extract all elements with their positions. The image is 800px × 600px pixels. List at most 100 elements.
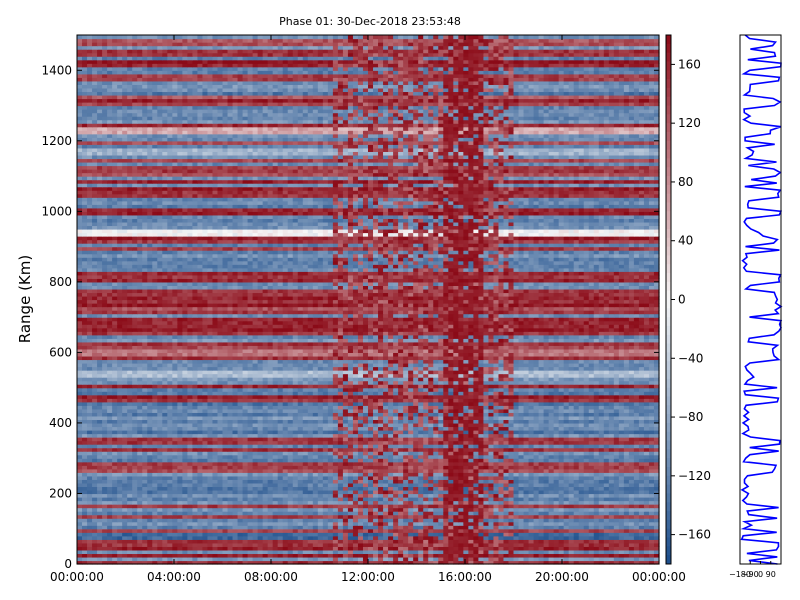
heatmap-cell	[337, 486, 344, 491]
heatmap-cell	[252, 486, 259, 491]
heatmap-cell	[468, 458, 474, 463]
heatmap-cell	[423, 539, 429, 544]
heatmap-cell	[573, 472, 580, 477]
heatmap-cell	[82, 486, 88, 491]
heatmap-cell	[267, 511, 274, 516]
heatmap-cell	[388, 444, 394, 449]
heatmap-cell	[373, 419, 379, 424]
heatmap-cell	[638, 504, 645, 509]
heatmap-cell	[628, 489, 635, 495]
heatmap-cell	[232, 518, 239, 523]
heatmap-cell	[267, 525, 274, 530]
heatmap-cell	[598, 511, 605, 516]
heatmap-cell	[157, 440, 163, 445]
heatmap-cell	[227, 500, 234, 505]
heatmap-cell	[448, 511, 454, 516]
heatmap-cell	[347, 542, 354, 547]
heatmap-cell	[498, 556, 505, 562]
heatmap-cell	[483, 465, 490, 470]
heatmap-cell	[478, 496, 484, 502]
heatmap-cell	[608, 535, 615, 540]
heatmap-cell	[558, 560, 565, 565]
heatmap-cell	[312, 447, 319, 452]
heatmap-cell	[468, 440, 474, 445]
heatmap-cell	[583, 535, 590, 540]
heatmap-cell	[438, 433, 444, 438]
heatmap-cell	[212, 482, 219, 488]
heatmap-cell	[613, 426, 620, 431]
heatmap-cell	[147, 447, 153, 452]
heatmap-cell	[553, 429, 560, 435]
heatmap-cell	[217, 542, 224, 547]
heatmap-cell	[232, 440, 239, 445]
heatmap-cell	[598, 535, 605, 540]
heatmap-cell	[247, 412, 254, 417]
heatmap-cell	[468, 447, 474, 452]
heatmap-cell	[568, 525, 575, 530]
heatmap-cell	[618, 475, 625, 480]
heatmap-cell	[628, 461, 635, 466]
heatmap-cell	[393, 479, 399, 484]
heatmap-cell	[127, 493, 133, 498]
heatmap-cell	[172, 454, 178, 459]
heatmap-cell	[458, 451, 464, 456]
heatmap-cell	[373, 556, 379, 562]
heatmap-cell	[648, 532, 655, 537]
heatmap-cell	[648, 468, 655, 473]
heatmap-cell	[352, 553, 359, 558]
heatmap-cell	[648, 433, 655, 438]
heatmap-cell	[222, 458, 229, 463]
heatmap-cell	[267, 556, 274, 562]
heatmap-cell	[508, 560, 515, 565]
heatmap-cell	[157, 461, 163, 466]
heatmap-cell	[378, 525, 384, 530]
heatmap-cell	[117, 433, 123, 438]
heatmap-cell	[147, 528, 153, 533]
heatmap-cell	[287, 479, 294, 484]
heatmap-cell	[398, 553, 404, 558]
heatmap-cell	[448, 426, 454, 431]
heatmap-cell	[548, 426, 555, 431]
heatmap-cell	[122, 528, 128, 533]
heatmap-cell	[533, 532, 540, 537]
heatmap-cell	[463, 426, 469, 431]
heatmap-cell	[212, 465, 219, 470]
heatmap-cell	[142, 489, 148, 495]
heatmap-cell	[648, 500, 655, 505]
heatmap-cell	[212, 542, 219, 547]
heatmap-cell	[122, 535, 128, 540]
heatmap-cell	[593, 539, 600, 544]
heatmap-cell	[92, 542, 98, 547]
heatmap-cell	[357, 482, 364, 488]
heatmap-cell	[127, 419, 133, 424]
heatmap-cell	[553, 461, 560, 466]
heatmap-cell	[433, 556, 439, 562]
heatmap-cell	[593, 426, 600, 431]
heatmap-cell	[327, 525, 334, 530]
heatmap-cell	[403, 489, 409, 495]
heatmap-cell	[433, 528, 439, 533]
heatmap-cell	[322, 521, 329, 526]
heatmap-cell	[112, 475, 118, 480]
heatmap-cell	[368, 468, 374, 473]
heatmap-cell	[137, 447, 143, 452]
heatmap-cell	[398, 493, 404, 498]
heatmap-cell	[87, 429, 93, 435]
heatmap-cell	[523, 496, 530, 502]
heatmap-cell	[643, 511, 650, 516]
heatmap-cell	[558, 542, 565, 547]
heatmap-cell	[633, 482, 640, 488]
heatmap-cell	[197, 542, 204, 547]
heatmap-cell	[388, 528, 394, 533]
heatmap-cell	[598, 525, 605, 530]
heatmap-cell	[418, 444, 424, 449]
heatmap-cell	[192, 553, 199, 558]
heatmap-cell	[513, 496, 520, 502]
heatmap-cell	[187, 493, 193, 498]
heatmap-cell	[603, 482, 610, 488]
heatmap-cell	[172, 507, 178, 512]
heatmap-cell	[498, 511, 505, 516]
heatmap-cell	[448, 496, 454, 502]
heatmap-cell	[503, 532, 510, 537]
heatmap-cell	[202, 556, 209, 562]
